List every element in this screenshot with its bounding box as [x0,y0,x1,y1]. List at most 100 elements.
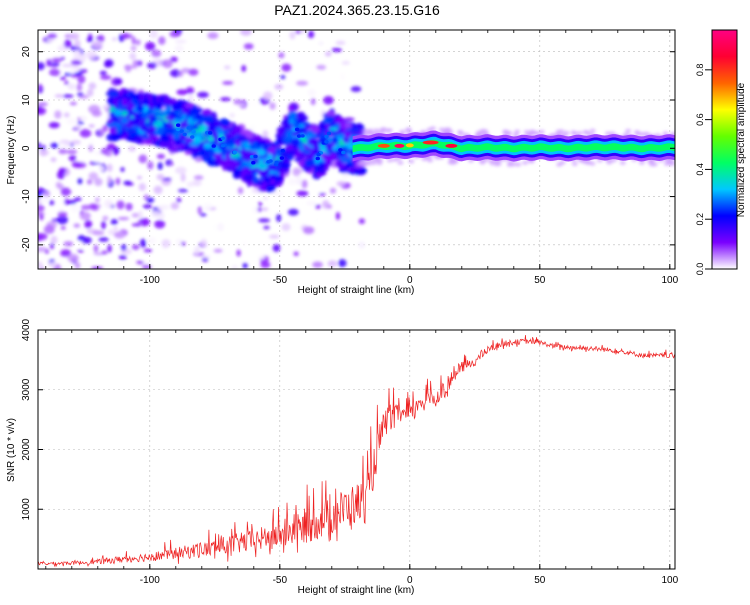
heatmap-cell [495,161,502,166]
heatmap-cell [57,211,68,218]
heatmap-cell [343,117,355,122]
heatmap-cell [231,264,239,269]
heatmap-hotspot [315,156,320,161]
heatmap-cell [125,135,132,142]
heatmap-cell [523,130,530,135]
bottom-x-ticks: -100 -50 0 50 100 [45,330,679,586]
heatmap-cell [278,52,285,59]
heatmap-cell [296,111,306,120]
heatmap-cell [668,159,675,164]
heatmap-cell [222,81,234,85]
heatmap-cell [604,131,611,136]
heatmap-cell [489,161,496,166]
heatmap-cell [131,244,140,251]
heatmap-hotspot [220,136,226,140]
x-tick-label: -100 [140,275,160,286]
heatmap-cell [110,121,117,128]
heatmap-cell [119,262,127,268]
heatmap-cell [139,238,147,248]
colorbar-label: Normalized spectral amplitude [736,82,747,217]
heatmap-cell [172,131,181,140]
heatmap-cell [76,92,84,97]
heatmap-cell [171,102,182,112]
heatmap-cell [327,260,338,268]
heatmap-cell [117,216,130,221]
heatmap-cell [178,70,184,77]
heatmap-cell [162,59,173,69]
heatmap-cell [194,246,200,255]
heatmap-cell [186,181,194,188]
heatmap-cell [288,177,296,186]
heatmap-cell [116,200,125,210]
heatmap-cell [335,40,346,45]
heatmap-cell [213,134,219,143]
heatmap-hotspot [394,143,405,148]
heatmap-cell [143,98,150,106]
heatmap-cell [305,129,314,135]
heatmap-cell [335,116,343,124]
heatmap-cell [482,129,489,134]
heatmap-cell [151,135,159,142]
heatmap-cell [151,49,162,58]
heatmap-cell [344,122,352,128]
heatmap-cell [169,161,174,166]
heatmap-hotspot [422,140,439,145]
heatmap-cell [280,75,286,80]
heatmap-cell [132,118,140,125]
heatmap-cell [134,137,144,144]
heatmap-hotspot [207,131,213,135]
heatmap-cell [331,47,343,53]
heatmap-cell [358,241,366,249]
y-tick-label: 2000 [21,438,32,461]
heatmap-cell [230,152,241,158]
heatmap-cell [73,71,83,76]
heatmap-cell [153,131,162,136]
heatmap-hotspot [253,154,258,159]
heatmap-cell [243,149,254,157]
heatmap-cell [315,204,322,209]
heatmap-cell [125,202,133,211]
heatmap-cell [121,97,128,107]
heatmap-cell [307,137,317,146]
heatmap-cell [138,183,147,192]
heatmap-cell [48,121,60,129]
heatmap-cell [114,231,126,239]
heatmap-cell [236,134,248,143]
heatmap-cell [160,135,171,143]
heatmap-cell [104,199,113,209]
heatmap-cell [38,261,43,269]
heatmap-cell [386,128,393,133]
heatmap-cell [131,212,140,218]
heatmap-cell [68,69,76,74]
heatmap-cell [507,161,514,166]
heatmap-cell [68,155,77,162]
heatmap-cell [236,103,246,107]
heatmap-cell [173,118,181,124]
heatmap-cell [102,215,109,221]
top-x-ticks: -100 -50 0 50 100 [45,30,679,286]
heatmap-cell [427,158,434,163]
heatmap-cell [295,176,303,186]
heatmap-cell [78,53,87,63]
heatmap-cell [350,86,362,93]
heatmap-cell [283,124,289,130]
heatmap-hotspot [324,134,329,139]
heatmap-hotspot [445,143,458,148]
heatmap-cell [77,121,85,125]
top-y-ticks: -20 -10 0 10 20 [21,46,675,252]
heatmap-cell [217,223,225,232]
heatmap-cell [326,204,333,209]
heatmap-cell [150,114,157,123]
heatmap-cell [108,90,119,98]
heatmap-cell [141,264,152,269]
heatmap-cell [84,219,93,229]
heatmap-cell [55,181,62,189]
heatmap-cell [170,56,178,63]
heatmap-cell [358,218,365,224]
heatmap-cell [169,69,181,78]
heatmap-cell [589,128,596,133]
heatmap-hotspot [220,143,226,148]
heatmap-cell [323,178,328,183]
heatmap-cell [529,130,536,135]
